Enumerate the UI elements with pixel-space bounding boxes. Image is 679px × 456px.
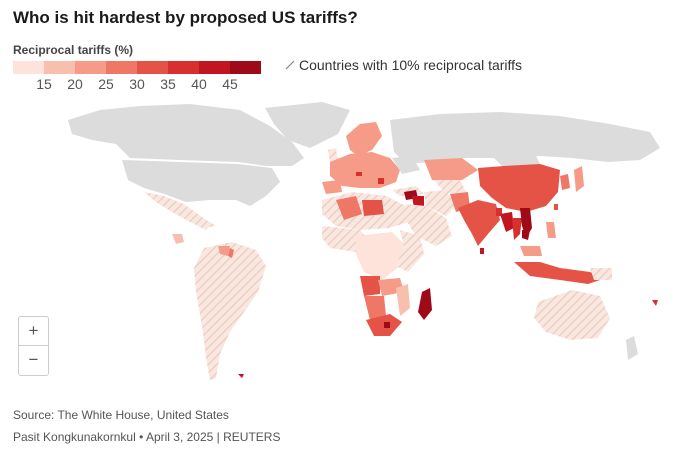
hatch-swatch-icon xyxy=(285,60,295,70)
mongolia[interactable] xyxy=(490,152,540,168)
legend-swatch-3 xyxy=(75,61,106,74)
legend-tick: 15 xyxy=(36,76,52,92)
guyana[interactable] xyxy=(228,248,234,258)
libya[interactable] xyxy=(362,200,384,216)
legend-tick: 40 xyxy=(191,76,207,92)
uk[interactable] xyxy=(328,148,338,162)
new-zealand[interactable] xyxy=(626,336,638,360)
legend-color-scale xyxy=(13,61,261,74)
legend-swatch-5 xyxy=(137,61,168,74)
algeria[interactable] xyxy=(336,196,362,220)
india[interactable] xyxy=(458,200,500,246)
iran[interactable] xyxy=(424,190,456,216)
world-map[interactable] xyxy=(60,96,670,396)
russia[interactable] xyxy=(390,112,660,164)
papua[interactable] xyxy=(590,268,612,280)
cambodia[interactable] xyxy=(522,230,530,240)
central-asia[interactable] xyxy=(434,180,466,194)
legend-tick: 35 xyxy=(160,76,176,92)
legend-swatch-2 xyxy=(44,61,75,74)
venezuela[interactable] xyxy=(218,246,230,256)
iceland[interactable] xyxy=(312,124,326,134)
greenland[interactable] xyxy=(265,102,350,148)
canada[interactable] xyxy=(68,104,304,166)
nicaragua[interactable] xyxy=(172,234,184,244)
myanmar[interactable] xyxy=(500,212,514,232)
lesotho[interactable] xyxy=(384,322,390,328)
angola[interactable] xyxy=(360,276,380,296)
china[interactable] xyxy=(478,164,560,212)
legend-swatch-1 xyxy=(13,61,44,74)
philippines[interactable] xyxy=(546,222,556,238)
malaysia[interactable] xyxy=(520,246,542,256)
mexico[interactable] xyxy=(144,192,212,230)
japan[interactable] xyxy=(574,166,584,192)
sri-lanka[interactable] xyxy=(480,248,484,254)
spain-portugal[interactable] xyxy=(322,180,342,194)
credit-line: Pasit Kongkunakornkul • April 3, 2025 | … xyxy=(13,430,281,444)
legend-swatch-4 xyxy=(106,61,137,74)
caribbean[interactable] xyxy=(196,222,216,228)
hatch-legend: Countries with 10% reciprocal tariffs xyxy=(285,57,522,73)
thailand[interactable] xyxy=(512,218,522,240)
legend-swatch-6 xyxy=(168,61,199,74)
switzerland[interactable] xyxy=(356,172,362,176)
legend-title: Reciprocal tariffs (%) xyxy=(13,43,134,57)
hatch-legend-label: Countries with 10% reciprocal tariffs xyxy=(299,57,523,73)
east-africa[interactable] xyxy=(396,230,424,272)
united-states[interactable] xyxy=(122,160,280,206)
pacific-island[interactable] xyxy=(652,300,658,306)
zoom-out-button[interactable]: − xyxy=(19,345,48,374)
falklands[interactable] xyxy=(238,374,244,378)
madagascar[interactable] xyxy=(418,288,432,320)
legend-tick-labels: 15 20 25 30 35 40 45 xyxy=(13,76,261,92)
kazakhstan[interactable] xyxy=(424,158,478,180)
mozambique[interactable] xyxy=(396,284,410,316)
zoom-control: + − xyxy=(18,316,49,376)
serbia[interactable] xyxy=(378,178,384,184)
central-africa[interactable] xyxy=(356,232,406,280)
chart-title: Who is hit hardest by proposed US tariff… xyxy=(13,8,358,27)
zoom-in-button[interactable]: + xyxy=(28,321,39,340)
belarus-ukraine[interactable] xyxy=(392,156,420,174)
indonesia[interactable] xyxy=(514,262,606,284)
namibia-botswana[interactable] xyxy=(364,296,386,320)
legend-tick: 25 xyxy=(98,76,114,92)
europe-main[interactable] xyxy=(330,152,400,188)
australia[interactable] xyxy=(534,290,610,340)
taiwan[interactable] xyxy=(554,204,558,210)
source-note: Source: The White House, United States xyxy=(13,408,229,422)
legend-tick: 30 xyxy=(129,76,145,92)
scandinavia[interactable] xyxy=(346,122,382,156)
legend-tick: 45 xyxy=(222,76,238,92)
south-america[interactable] xyxy=(194,242,266,380)
korea-japan[interactable] xyxy=(560,174,570,190)
legend-swatch-7 xyxy=(199,61,230,74)
legend-tick: 20 xyxy=(67,76,83,92)
legend-swatch-8 xyxy=(230,61,261,74)
